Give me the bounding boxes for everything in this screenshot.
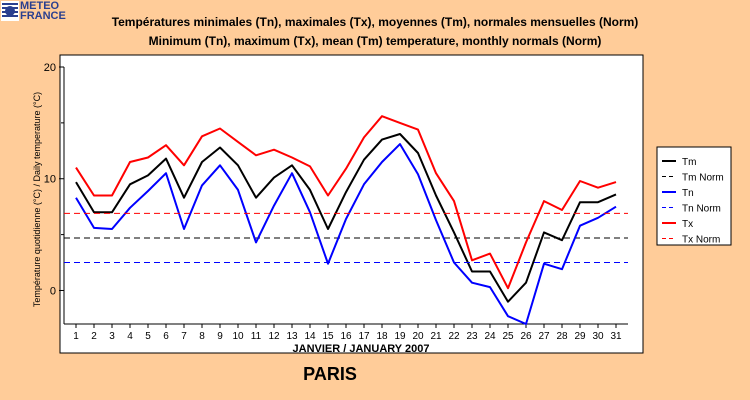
x-tick-label: 15 xyxy=(322,331,334,342)
chart-title-fr: Températures minimales (Tn), maximales (… xyxy=(111,15,639,29)
x-tick-label: 20 xyxy=(412,331,424,342)
y-tick-label: 20 xyxy=(44,62,56,74)
x-tick-label: 5 xyxy=(145,331,151,342)
x-tick-label: 26 xyxy=(520,331,532,342)
x-tick-label: 31 xyxy=(610,331,622,342)
x-tick-label: 30 xyxy=(592,331,604,342)
logo-line1: METEO xyxy=(20,0,60,12)
logo-line2: FRANCE xyxy=(20,10,66,22)
x-tick-label: 22 xyxy=(448,331,460,342)
chart-title-en: Minimum (Tn), maximum (Tx), mean (Tm) te… xyxy=(148,34,602,48)
x-tick-label: 7 xyxy=(181,331,187,342)
x-tick-label: 11 xyxy=(251,331,262,342)
series-line-tm xyxy=(75,133,617,303)
legend-label-tn-norm: Tn Norm xyxy=(682,204,721,215)
plot-area xyxy=(59,54,644,354)
x-axis-title: JANVIER / JANUARY 2007 xyxy=(293,343,430,355)
legend-label-tx-norm: Tx Norm xyxy=(682,235,720,246)
x-tick-label: 27 xyxy=(538,331,550,342)
legend-box xyxy=(656,146,732,246)
x-tick-label: 10 xyxy=(232,331,244,342)
logo-emblem-icon xyxy=(1,1,19,21)
x-tick-label: 24 xyxy=(484,331,496,342)
x-tick-label: 28 xyxy=(556,331,568,342)
meteo-france-logo: METEO FRANCE xyxy=(1,1,67,23)
x-tick-label: 4 xyxy=(127,331,133,342)
y-axis-title: Température quotidienne (°C) / Daily tem… xyxy=(32,92,42,307)
series-line-tx xyxy=(75,115,617,290)
city-name: PARIS xyxy=(303,364,357,384)
x-tick-label: 23 xyxy=(466,331,478,342)
x-tick-label: 25 xyxy=(502,331,514,342)
x-tick-label: 21 xyxy=(430,331,442,342)
legend-label-tx: Tx xyxy=(682,219,693,230)
legend-label-tn: Tn xyxy=(682,188,694,199)
x-tick-label: 14 xyxy=(304,331,316,342)
x-tick-label: 29 xyxy=(574,331,586,342)
logo-text: METEO FRANCE xyxy=(20,0,66,22)
legend: Tm Tm Norm Tn Tn Norm Tx Tx Norm xyxy=(656,146,732,246)
x-tick-label: 17 xyxy=(358,331,370,342)
x-tick-label: 8 xyxy=(199,331,205,342)
x-tick-label: 9 xyxy=(217,331,223,342)
x-tick-label: 12 xyxy=(268,331,280,342)
y-tick-label: 0 xyxy=(50,285,56,297)
x-tick-label: 13 xyxy=(286,331,298,342)
x-tick-label: 1 xyxy=(73,331,79,342)
legend-label-tm-norm: Tm Norm xyxy=(682,173,724,184)
x-tick-label: 3 xyxy=(109,331,115,342)
x-tick-label: 2 xyxy=(91,331,97,342)
x-tick-label: 6 xyxy=(163,331,169,342)
series-line-tn xyxy=(75,143,617,325)
x-tick-label: 16 xyxy=(340,331,352,342)
legend-label-tm: Tm xyxy=(682,157,696,168)
x-tick-label: 18 xyxy=(376,331,388,342)
x-tick-label: 19 xyxy=(394,331,406,342)
series-lines xyxy=(64,115,628,325)
y-tick-label: 10 xyxy=(44,174,56,186)
